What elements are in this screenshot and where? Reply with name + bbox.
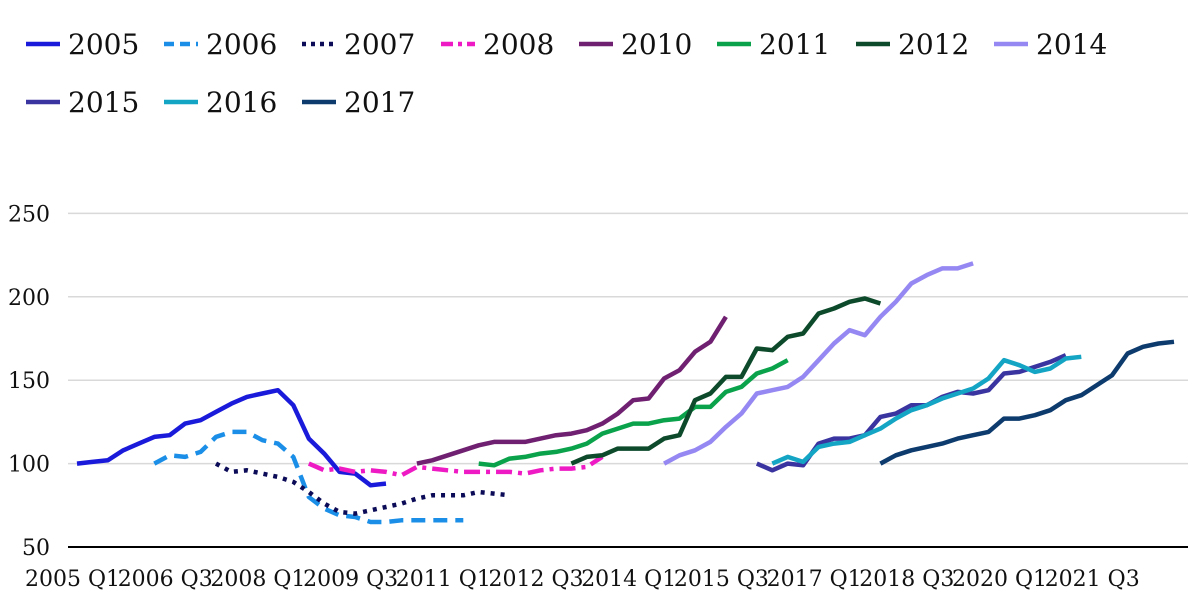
legend-item-2008: 2008	[441, 28, 554, 61]
series-lines	[76, 261, 1175, 525]
series-line-2010	[416, 315, 728, 466]
legend-label: 2005	[68, 28, 139, 61]
legend-item-2012: 2012	[856, 28, 969, 61]
x-tick-label: 2006 Q3	[118, 567, 213, 592]
series-line-2014	[663, 261, 974, 466]
legend-item-2016: 2016	[164, 86, 277, 119]
series-line-2005	[76, 387, 387, 488]
x-tick-label: 2008 Q1	[210, 567, 305, 592]
series-line-2016	[771, 354, 1082, 466]
series-line-2011	[478, 358, 789, 468]
series-line-2006	[153, 429, 464, 525]
legend-label: 2015	[68, 86, 139, 119]
gridlines	[68, 212, 1188, 465]
legend-label: 2007	[344, 28, 415, 61]
legend-item-2011: 2011	[717, 28, 830, 61]
legend-item-2006: 2006	[164, 28, 277, 61]
y-tick-label: 200	[8, 286, 50, 311]
legend-label: 2006	[206, 28, 277, 61]
x-tick-label: 2017 Q1	[767, 567, 862, 592]
x-tick-label: 2012 Q3	[489, 567, 584, 592]
series-line-2008	[307, 455, 604, 478]
legend-label: 2014	[1036, 28, 1107, 61]
x-tick-label: 2009 Q3	[303, 567, 398, 592]
chart-legend: 2005 2006 2007 2008 2010 2011 2012 2014 2015 2016…	[26, 28, 1107, 119]
legend-item-2017: 2017	[302, 86, 415, 119]
y-tick-label: 250	[8, 202, 50, 227]
legend-label: 2012	[898, 28, 969, 61]
y-tick-label: 50	[22, 536, 50, 561]
x-tick-label: 2018 Q3	[859, 567, 954, 592]
legend-label: 2011	[759, 28, 830, 61]
x-tick-label: 2005 Q1	[25, 567, 120, 592]
y-tick-label: 100	[8, 453, 50, 478]
legend-item-2014: 2014	[994, 28, 1107, 61]
legend-item-2007: 2007	[302, 28, 415, 61]
series-line-2012	[570, 296, 882, 466]
series-line-2007	[214, 461, 510, 516]
legend-item-2010: 2010	[579, 28, 692, 61]
legend-item-2005: 2005	[26, 28, 139, 61]
legend-label: 2017	[344, 86, 415, 119]
y-axis-ticks: 50 100 150 200 250	[8, 202, 50, 561]
y-tick-label: 150	[8, 369, 50, 394]
legend-label: 2010	[621, 28, 692, 61]
series-line-2017	[879, 339, 1175, 466]
legend-label: 2008	[483, 28, 554, 61]
x-tick-label: 2021 Q3	[1045, 567, 1140, 592]
legend-label: 2016	[206, 86, 277, 119]
x-tick-label: 2020 Q1	[952, 567, 1047, 592]
legend-item-2015: 2015	[26, 86, 139, 119]
x-tick-label: 2015 Q3	[674, 567, 769, 592]
x-tick-label: 2014 Q1	[581, 567, 676, 592]
x-tick-label: 2011 Q1	[396, 567, 491, 592]
